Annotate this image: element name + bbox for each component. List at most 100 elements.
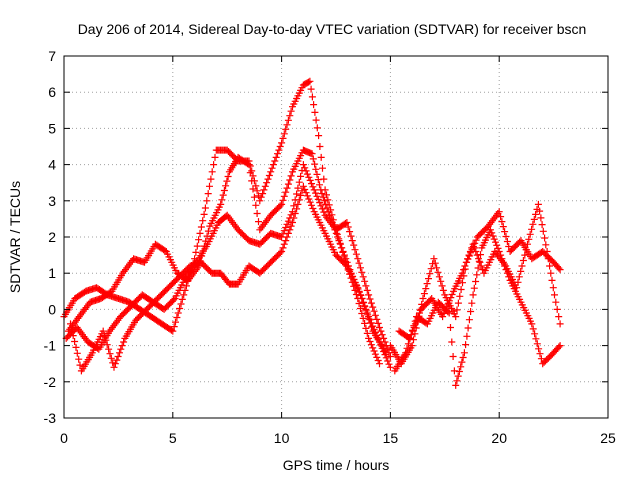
data-point xyxy=(543,248,551,255)
data-point xyxy=(376,338,383,346)
data-point xyxy=(309,155,317,163)
data-point xyxy=(422,285,430,293)
data-point xyxy=(295,196,303,204)
data-point xyxy=(473,251,481,259)
data-point xyxy=(416,309,423,317)
data-point xyxy=(498,218,506,226)
data-point xyxy=(370,325,378,333)
data-point xyxy=(357,291,364,299)
data-point xyxy=(309,205,317,212)
data-point xyxy=(355,300,363,307)
data-point xyxy=(170,323,178,331)
data-point xyxy=(445,297,453,305)
data-point xyxy=(210,161,218,169)
data-point xyxy=(409,327,417,335)
data-point xyxy=(71,338,79,345)
data-point xyxy=(197,223,205,231)
data-point xyxy=(535,345,543,353)
data-point xyxy=(426,270,434,278)
data-point xyxy=(280,192,288,200)
data-point xyxy=(355,259,363,267)
data-point xyxy=(386,353,394,360)
data-point xyxy=(318,190,326,198)
data-point xyxy=(316,199,324,207)
data-point xyxy=(253,187,261,195)
data-point xyxy=(556,266,564,274)
data-point xyxy=(384,357,392,365)
y-tick-labels: -3 -2 -1 0 1 2 3 4 5 6 7 xyxy=(44,48,57,426)
data-point xyxy=(371,311,379,319)
data-point xyxy=(308,180,315,188)
data-point xyxy=(374,357,382,364)
data-point xyxy=(522,246,530,254)
data-point xyxy=(453,377,461,385)
data-point xyxy=(449,353,457,360)
data-point xyxy=(110,363,118,371)
data-point xyxy=(287,222,295,230)
data-point xyxy=(373,332,381,340)
data-point xyxy=(373,353,381,361)
data-point xyxy=(170,296,178,304)
data-point xyxy=(314,176,322,184)
data-point xyxy=(369,344,377,352)
data-point xyxy=(263,179,271,187)
data-point xyxy=(454,372,462,380)
data-point xyxy=(172,318,179,326)
data-point xyxy=(308,150,316,158)
data-point xyxy=(528,225,536,233)
data-point xyxy=(283,121,291,129)
data-point xyxy=(555,343,563,351)
data-point xyxy=(245,161,253,169)
data-point xyxy=(116,349,123,357)
data-point xyxy=(340,251,348,259)
data-point xyxy=(367,299,375,307)
data-point xyxy=(181,286,189,294)
data-point xyxy=(452,313,460,321)
data-point xyxy=(386,363,394,371)
data-point xyxy=(465,251,473,259)
data-point xyxy=(289,219,296,226)
data-point xyxy=(468,299,476,307)
data-point xyxy=(305,173,313,181)
data-point xyxy=(299,182,307,190)
data-point xyxy=(472,236,480,244)
data-point xyxy=(365,291,373,299)
data-point xyxy=(348,237,356,245)
data-point xyxy=(403,344,411,352)
data-point xyxy=(434,268,442,276)
x-tick-label: 25 xyxy=(600,430,616,446)
series-arc-3 xyxy=(62,161,394,360)
data-point xyxy=(317,186,325,194)
data-point xyxy=(361,302,369,310)
data-point xyxy=(551,291,558,299)
data-point xyxy=(501,228,509,236)
data-point xyxy=(252,201,260,209)
data-point xyxy=(492,238,499,246)
data-point xyxy=(101,332,108,340)
data-point xyxy=(546,262,554,270)
data-point xyxy=(279,134,287,142)
data-point xyxy=(106,350,114,358)
data-point xyxy=(279,196,287,204)
data-point xyxy=(465,316,473,324)
data-point xyxy=(402,349,410,357)
data-point xyxy=(363,309,371,317)
data-point xyxy=(261,182,269,190)
data-point xyxy=(308,93,316,101)
data-point xyxy=(338,244,346,252)
data-point xyxy=(113,356,121,364)
data-point xyxy=(268,164,276,172)
data-point xyxy=(248,167,256,175)
data-point xyxy=(339,248,347,255)
data-point xyxy=(439,313,447,321)
data-point xyxy=(453,306,461,314)
data-point xyxy=(299,161,307,169)
data-point xyxy=(219,191,227,199)
data-point xyxy=(283,184,291,192)
data-point xyxy=(526,230,534,238)
data-point xyxy=(259,190,267,198)
data-point xyxy=(475,255,482,263)
x-axis-label: GPS time / hours xyxy=(283,457,390,473)
data-point xyxy=(76,361,84,369)
data-point xyxy=(287,172,295,180)
